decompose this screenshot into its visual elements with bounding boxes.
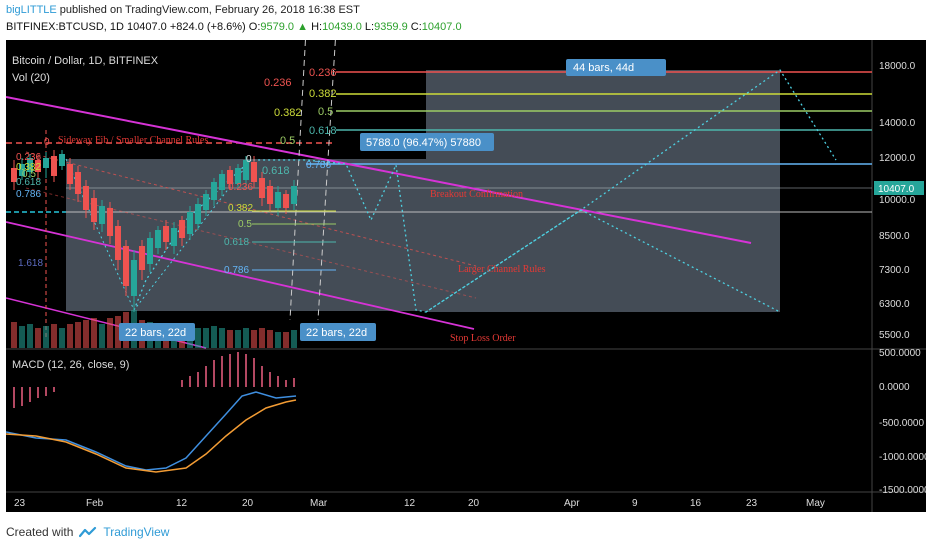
open-value: O:9579.0 <box>248 21 295 33</box>
price-tick: 12000.0 <box>879 153 916 164</box>
price-axis[interactable]: 18000.0 14000.0 12000.0 10000.0 8500.0 7… <box>879 61 916 341</box>
tradingview-logo-icon[interactable] <box>79 526 97 538</box>
fib-level: 0 <box>246 154 252 165</box>
annotation-breakout: Breakout Confirmation <box>430 189 523 200</box>
time-tick: 16 <box>690 498 702 509</box>
fib-level: 0.618 <box>16 177 41 188</box>
fib-level: 0.5 <box>22 169 36 180</box>
last-price-tag-text: 10407.0 <box>878 184 915 195</box>
time-tick: 20 <box>468 498 480 509</box>
fib-level: 0.5 <box>280 135 295 147</box>
last-price-tag <box>874 181 924 195</box>
annotation-stop-loss: Stop Loss Order <box>450 333 516 344</box>
price-tick: 18000.0 <box>879 61 916 72</box>
fib-level: 0.786 <box>224 265 249 276</box>
fib-level: 1.618 <box>18 258 43 269</box>
measure-tag-bottom-left-text: 22 bars, 22d <box>125 327 186 339</box>
price-tick: 5500.0 <box>879 330 910 341</box>
time-tick: May <box>806 498 825 509</box>
fib-level: 0.236 <box>16 152 41 163</box>
fib-level: 0.382 <box>274 107 302 119</box>
price-tick: 6300.0 <box>879 299 910 310</box>
tradingview-link[interactable]: TradingView <box>103 525 170 539</box>
footer: Created with TradingView <box>6 525 169 539</box>
time-tick: 12 <box>404 498 416 509</box>
volume-bars <box>11 310 297 348</box>
publish-text: published on TradingView.com, February 2… <box>56 4 360 16</box>
fib-level: 0.786 <box>306 160 331 171</box>
time-tick: 23 <box>746 498 758 509</box>
time-tick: Apr <box>564 498 580 509</box>
macd-histogram <box>13 352 295 408</box>
volume-legend: Vol (20) <box>12 72 50 84</box>
measure-tag-mid-text: 5788.0 (96.47%) 57880 <box>366 137 481 149</box>
time-tick: Feb <box>86 498 104 509</box>
pair-title: Bitcoin / Dollar, 1D, BITFINEX <box>12 55 159 67</box>
time-tick: 9 <box>632 498 638 509</box>
low-value: L:9359.9 <box>364 21 408 33</box>
candles[interactable] <box>11 150 297 312</box>
symbol-label: BITFINEX:BTCUSD, 1D <box>6 21 124 33</box>
annotation-sideway: Sideway Fib / Smaller Channel Rules <box>58 135 208 146</box>
macd-tick: -1000.0000 <box>879 452 926 463</box>
fib-mid-labels: 0 0.236 0.382 0.5 0.618 0.786 0.618 0.78… <box>224 154 331 276</box>
macd-axis[interactable]: 500.0000 0.0000 -500.0000 -1000.0000 -15… <box>879 348 926 496</box>
ohlc-bar: BITFINEX:BTCUSD, 1D 10407.0 +824.0 (+8.6… <box>6 21 462 33</box>
fib-level: 0.786 <box>16 189 41 200</box>
price-tick: 7300.0 <box>879 265 910 276</box>
price-tick: 10000.0 <box>879 195 916 206</box>
fib-level: 0.5 <box>238 219 252 230</box>
measure-tag-top-text: 44 bars, 44d <box>573 62 634 74</box>
macd-legend: MACD (12, 26, close, 9) <box>12 359 129 371</box>
chart-svg[interactable]: 18000.0 14000.0 12000.0 10000.0 8500.0 7… <box>6 40 926 512</box>
measure-tag-mid[interactable] <box>360 133 494 151</box>
change-value: +824.0 (+8.6%) <box>169 21 246 33</box>
time-tick: 23 <box>14 498 26 509</box>
fib-level: 0 <box>44 137 50 148</box>
last-price: 10407.0 <box>127 21 167 33</box>
time-tick: 12 <box>176 498 188 509</box>
fib-level: 0.382 <box>16 162 41 173</box>
time-axis[interactable]: 23 Feb 12 20 Mar 12 20 Apr 9 16 23 May <box>14 498 825 509</box>
fib-level: 0.382 <box>309 88 337 100</box>
chart-canvas[interactable]: 18000.0 14000.0 12000.0 10000.0 8500.0 7… <box>6 40 926 512</box>
fib-left-labels: 0 0.236 0.382 0.5 0.618 0.786 1.618 <box>16 137 50 269</box>
measure-tag-bottom-left[interactable] <box>119 323 195 341</box>
close-value: C:10407.0 <box>410 21 462 33</box>
price-tick: 8500.0 <box>879 231 910 242</box>
time-tick: 20 <box>242 498 254 509</box>
macd-tick: 0.0000 <box>879 382 910 393</box>
macd-tick: -500.0000 <box>879 418 924 429</box>
annotation-larger-channel: Larger Channel Rules <box>458 264 546 275</box>
fib-level: 0.236 <box>309 67 337 79</box>
macd-tick: -1500.0000 <box>879 485 926 496</box>
change-arrow-icon: ▲ <box>297 21 308 33</box>
measure-tag-bottom-right-text: 22 bars, 22d <box>306 327 367 339</box>
measure-tag-bottom-right[interactable] <box>300 323 376 341</box>
fib-level: 0.618 <box>309 125 337 137</box>
fib-level: 0.382 <box>228 203 253 214</box>
fib-level: 0.618 <box>262 165 290 177</box>
fib-level: 0.236 <box>264 77 292 89</box>
high-value: H:10439.0 <box>311 21 362 33</box>
time-tick: Mar <box>310 498 328 509</box>
fib-level: 0.618 <box>224 237 249 248</box>
publish-info: bigLITTLE published on TradingView.com, … <box>6 4 360 16</box>
macd-tick: 500.0000 <box>879 348 921 359</box>
created-with-text: Created with <box>6 525 74 539</box>
price-tick: 14000.0 <box>879 118 916 129</box>
fib-level: 0.5 <box>318 106 333 118</box>
fib-level: 0.236 <box>228 182 253 193</box>
measure-tag-top[interactable] <box>566 59 666 76</box>
fib-upper-labels: 0.236 0.236 0.382 0.382 0.5 0.5 0.618 <box>264 67 337 147</box>
author-link[interactable]: bigLITTLE <box>6 4 57 16</box>
